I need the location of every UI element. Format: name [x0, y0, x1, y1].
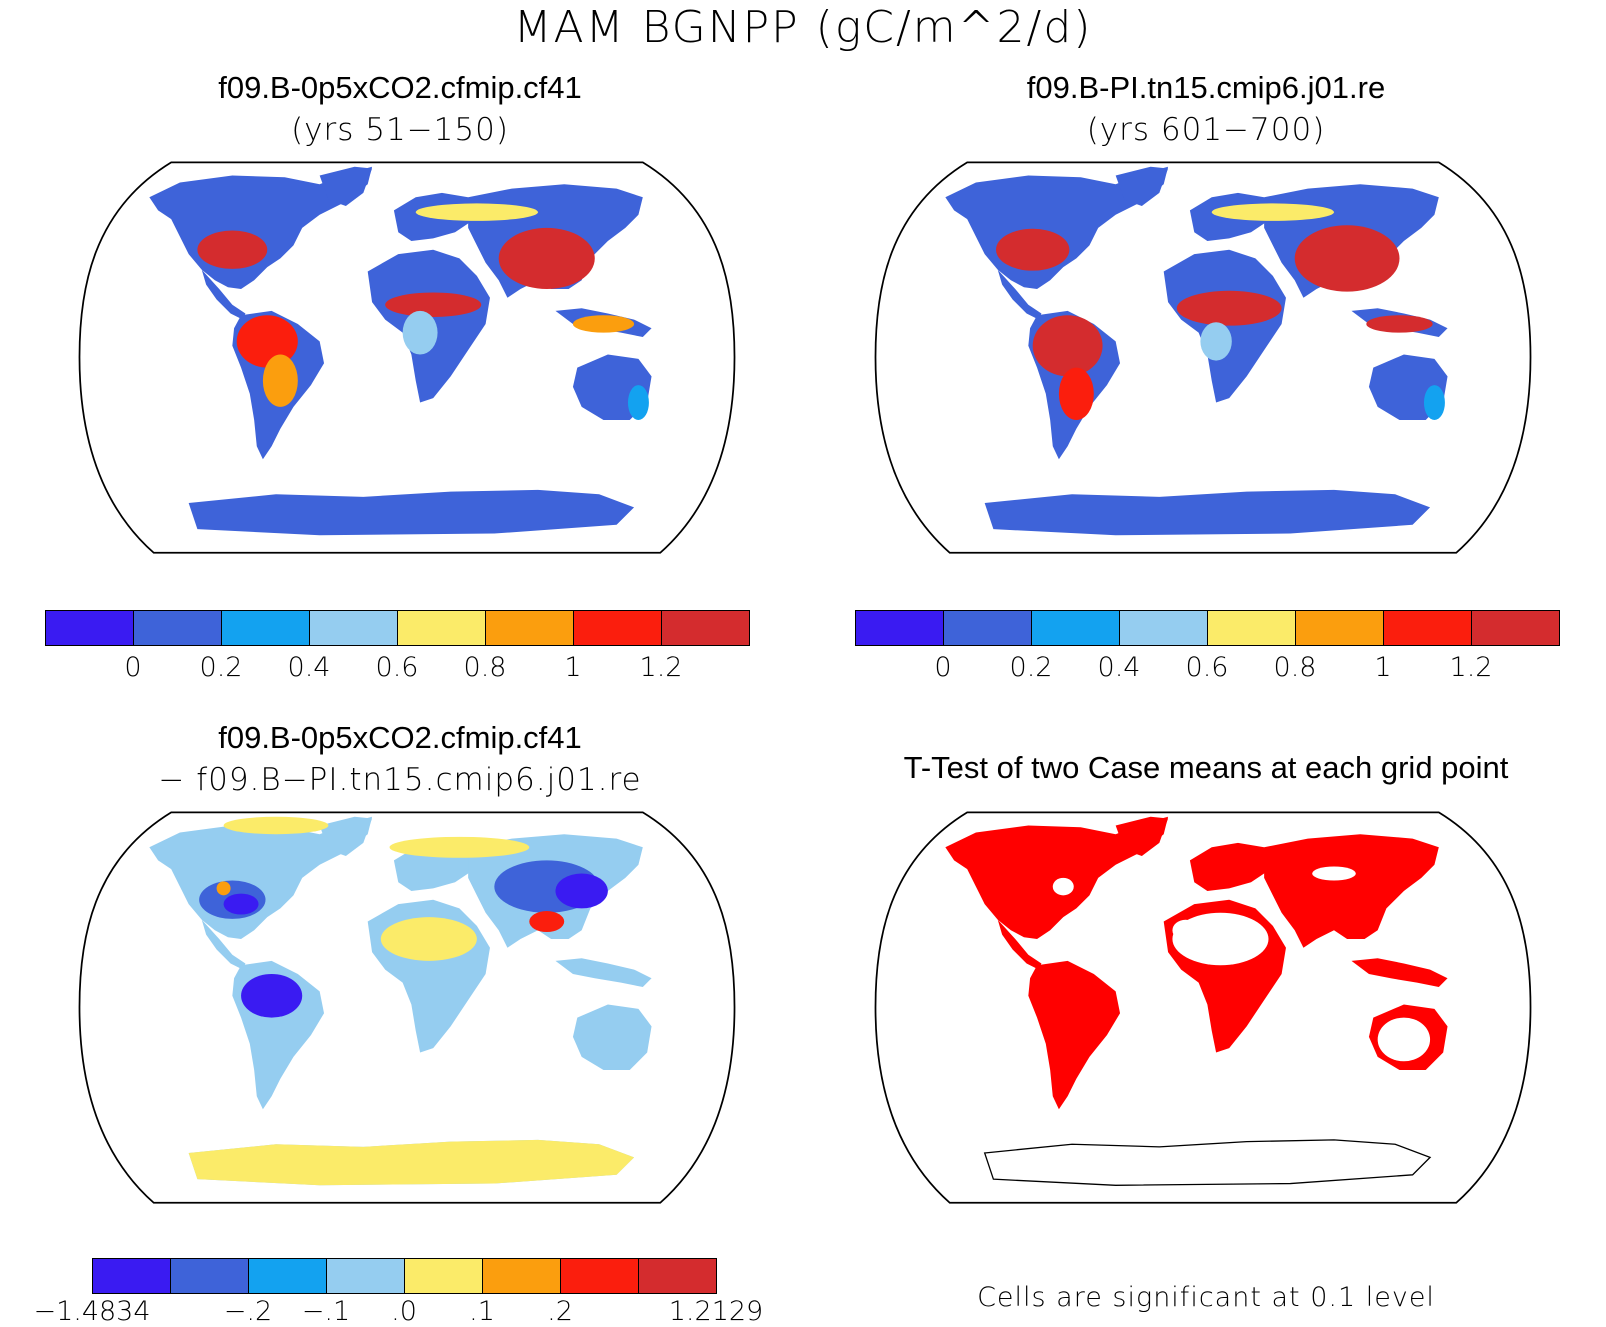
map-top-right: [874, 161, 1532, 554]
colorbar-cell: [561, 1259, 639, 1293]
colorbar-cell: [639, 1259, 716, 1293]
colorbar-tick-label: 1: [564, 652, 582, 683]
panel-bl-subtitle: − f09.B−PI.tn15.cmip6.j01.re: [158, 762, 642, 798]
panel-tr-subtitle: (yrs 601−700): [1086, 112, 1326, 148]
colorbar-tick-label: 0.4: [1097, 652, 1141, 683]
colorbar-tick-label: 0: [124, 652, 142, 683]
colorbar-cell: [310, 611, 398, 645]
colorbar-tick-label: 0.2: [199, 652, 243, 683]
panel-br-title: T-Test of two Case means at each grid po…: [903, 750, 1509, 785]
significance-note: Cells are significant at 0.1 level: [977, 1282, 1435, 1313]
map-bottom-right: [874, 811, 1532, 1204]
colorbar-cell: [944, 611, 1032, 645]
colorbar-top-left: [45, 610, 750, 646]
panel-tr-title: f09.B-PI.tn15.cmip6.j01.re: [1026, 70, 1386, 105]
colorbar-tick-label: 0.6: [375, 652, 419, 683]
colorbar-tick-label: .1: [469, 1296, 495, 1327]
colorbar-cell: [1032, 611, 1120, 645]
colorbar-tick-label: 1.2: [1449, 652, 1493, 683]
colorbar-cell: [483, 1259, 561, 1293]
colorbar-cell: [1120, 611, 1208, 645]
colorbar-tick-label: 0.4: [287, 652, 331, 683]
colorbar-tick-label: 0.8: [1273, 652, 1317, 683]
colorbar-cell: [46, 611, 134, 645]
colorbar-cell: [327, 1259, 405, 1293]
colorbar-tick-label: 0.8: [463, 652, 507, 683]
colorbar-cell: [574, 611, 662, 645]
colorbar-tick-label: 1.2: [639, 652, 683, 683]
figure-title: MAM BGNPP (gC/m^2/d): [513, 2, 1093, 53]
map-bottom-left: [78, 811, 736, 1204]
colorbar-tick-label: 0.2: [1009, 652, 1053, 683]
colorbar-cell: [662, 611, 749, 645]
panel-tl-title: f09.B-0p5xCO2.cfmip.cf41: [218, 70, 582, 105]
map-top-left: [78, 161, 736, 554]
colorbar-tick-label: 0.6: [1185, 652, 1229, 683]
colorbar-tick-label: 1: [1374, 652, 1392, 683]
colorbar-cell: [1384, 611, 1472, 645]
colorbar-tick-label: .2: [547, 1296, 573, 1327]
colorbar-cell: [486, 611, 574, 645]
colorbar-cell: [405, 1259, 483, 1293]
colorbar-cell: [93, 1259, 171, 1293]
colorbar-cell: [171, 1259, 249, 1293]
panel-tl-subtitle: (yrs 51−150): [291, 112, 509, 148]
colorbar-tick-label: .0: [391, 1296, 417, 1327]
colorbar-cell: [398, 611, 486, 645]
colorbar-cell: [1472, 611, 1559, 645]
colorbar-tick-label: −1.4834: [33, 1296, 151, 1327]
colorbar-cell: [249, 1259, 327, 1293]
colorbar-cell: [222, 611, 310, 645]
colorbar-tick-label: 0: [934, 652, 952, 683]
panel-bl-title: f09.B-0p5xCO2.cfmip.cf41: [218, 720, 582, 755]
colorbar-top-right: [855, 610, 1560, 646]
colorbar-cell: [856, 611, 944, 645]
colorbar-cell: [1296, 611, 1384, 645]
colorbar-cell: [134, 611, 222, 645]
colorbar-tick-label: −.1: [301, 1296, 351, 1327]
colorbar-bottom-left: [92, 1258, 717, 1294]
colorbar-cell: [1208, 611, 1296, 645]
colorbar-tick-label: −.2: [223, 1296, 273, 1327]
colorbar-tick-label: 1.2129: [668, 1296, 764, 1327]
